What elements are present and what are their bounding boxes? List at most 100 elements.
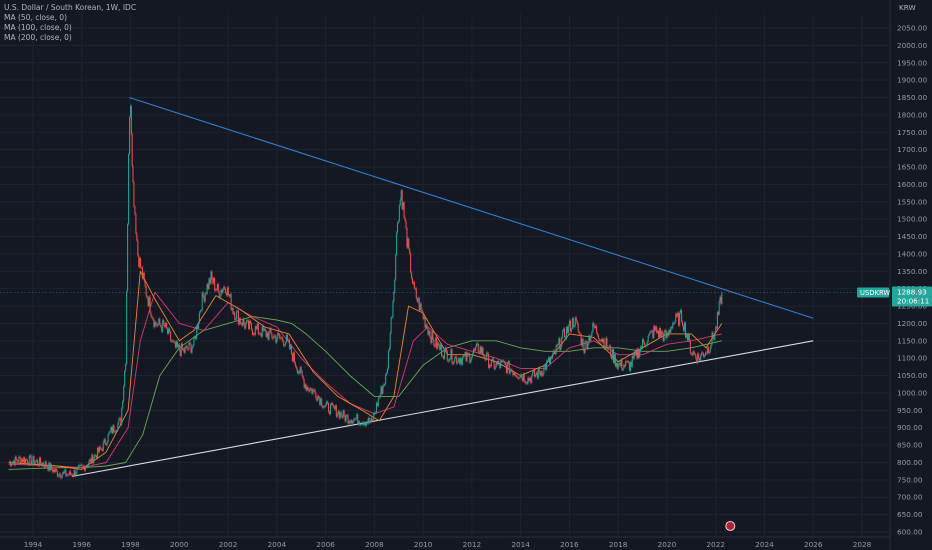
price-candle xyxy=(365,422,367,426)
price-candle xyxy=(318,395,320,398)
price-candle xyxy=(476,343,478,345)
price-candle xyxy=(275,335,277,343)
price-candle xyxy=(111,427,113,434)
price-candle xyxy=(272,338,274,339)
price-candle xyxy=(596,325,598,334)
price-candle xyxy=(74,470,76,476)
lower-trendline[interactable] xyxy=(71,340,814,477)
price-candle xyxy=(231,307,233,310)
price-candle xyxy=(577,323,579,332)
price-candle xyxy=(325,404,327,407)
price-candle xyxy=(411,278,414,284)
price-candle xyxy=(157,323,159,326)
legend-ma200[interactable]: MA (200, close, 0) xyxy=(4,33,72,42)
upper-trendline[interactable] xyxy=(129,96,814,319)
price-candle xyxy=(637,348,639,359)
price-candle xyxy=(246,320,248,324)
price-candle xyxy=(85,465,87,467)
price-candle xyxy=(547,360,549,362)
price-candle xyxy=(710,344,712,348)
price-candle xyxy=(228,295,230,297)
price-candle xyxy=(467,352,469,356)
price-candle xyxy=(84,466,86,471)
price-candle xyxy=(93,458,95,464)
price-candle xyxy=(65,469,67,476)
price-candle xyxy=(420,303,422,310)
price-candle xyxy=(582,338,584,350)
price-candle xyxy=(523,373,525,382)
y-tick-label: 1000.00 xyxy=(897,388,928,397)
price-candle xyxy=(37,460,39,465)
price-candle xyxy=(587,343,589,349)
price-candle xyxy=(546,360,548,370)
price-candle xyxy=(588,335,590,344)
price-candle xyxy=(123,386,125,402)
price-candle xyxy=(112,425,114,434)
y-tick-label: 1200.00 xyxy=(897,319,928,328)
price-candle xyxy=(72,475,74,477)
price-candle xyxy=(689,340,691,354)
price-candle xyxy=(652,330,654,338)
price-candle xyxy=(219,295,221,299)
price-candle xyxy=(95,455,97,456)
price-candle xyxy=(717,312,719,315)
price-candle xyxy=(77,467,79,469)
price-candle xyxy=(96,447,99,459)
trendlines[interactable] xyxy=(71,96,814,477)
price-candle xyxy=(679,312,681,326)
price-candle xyxy=(716,312,718,329)
price-candle xyxy=(328,411,331,415)
price-candle xyxy=(396,232,398,255)
price-candle xyxy=(613,354,615,363)
y-tick-label: 2000.00 xyxy=(897,41,928,50)
price-candle xyxy=(9,461,11,463)
price-candle xyxy=(548,357,550,361)
price-candle xyxy=(363,422,365,426)
price-candle xyxy=(568,320,570,326)
price-candle xyxy=(626,361,628,362)
price-candle xyxy=(403,202,405,218)
price-candle xyxy=(164,324,166,327)
price-candle xyxy=(345,415,347,422)
price-candle xyxy=(683,322,686,331)
price-candle xyxy=(53,469,55,473)
price-candle xyxy=(362,422,364,425)
price-candle xyxy=(541,371,543,376)
price-candle xyxy=(539,372,541,376)
price-candle xyxy=(199,310,201,313)
price-candle xyxy=(245,323,247,329)
price-candle xyxy=(210,271,212,284)
price-candle xyxy=(707,347,709,353)
price-candle xyxy=(495,362,497,368)
price-candle xyxy=(616,363,618,369)
x-tick-label: 2024 xyxy=(755,540,774,549)
price-candle xyxy=(685,334,687,338)
price-candle xyxy=(276,338,278,343)
price-candle xyxy=(244,323,246,329)
price-candle xyxy=(629,362,631,371)
price-candle xyxy=(60,477,62,479)
price-candle xyxy=(598,339,600,341)
price-candle xyxy=(146,295,148,298)
price-candle xyxy=(602,338,604,343)
price-candle xyxy=(503,360,505,362)
legend-ma100[interactable]: MA (100, close, 0) xyxy=(4,23,72,32)
price-candle xyxy=(13,461,15,466)
price-candle xyxy=(619,363,621,367)
price-candle xyxy=(68,474,70,476)
price-candle xyxy=(549,358,552,364)
price-candle xyxy=(304,384,306,388)
price-candle xyxy=(141,267,143,279)
price-candle xyxy=(583,349,585,353)
price-candle xyxy=(282,337,284,342)
price-candle xyxy=(640,346,642,352)
price-candle xyxy=(23,457,25,462)
price-candle xyxy=(676,313,678,317)
price-candle xyxy=(545,364,547,370)
price-candle xyxy=(336,413,338,417)
price-candle xyxy=(383,384,385,387)
legend-ma50[interactable]: MA (50, close, 0) xyxy=(4,13,68,22)
price-candle xyxy=(268,331,270,340)
